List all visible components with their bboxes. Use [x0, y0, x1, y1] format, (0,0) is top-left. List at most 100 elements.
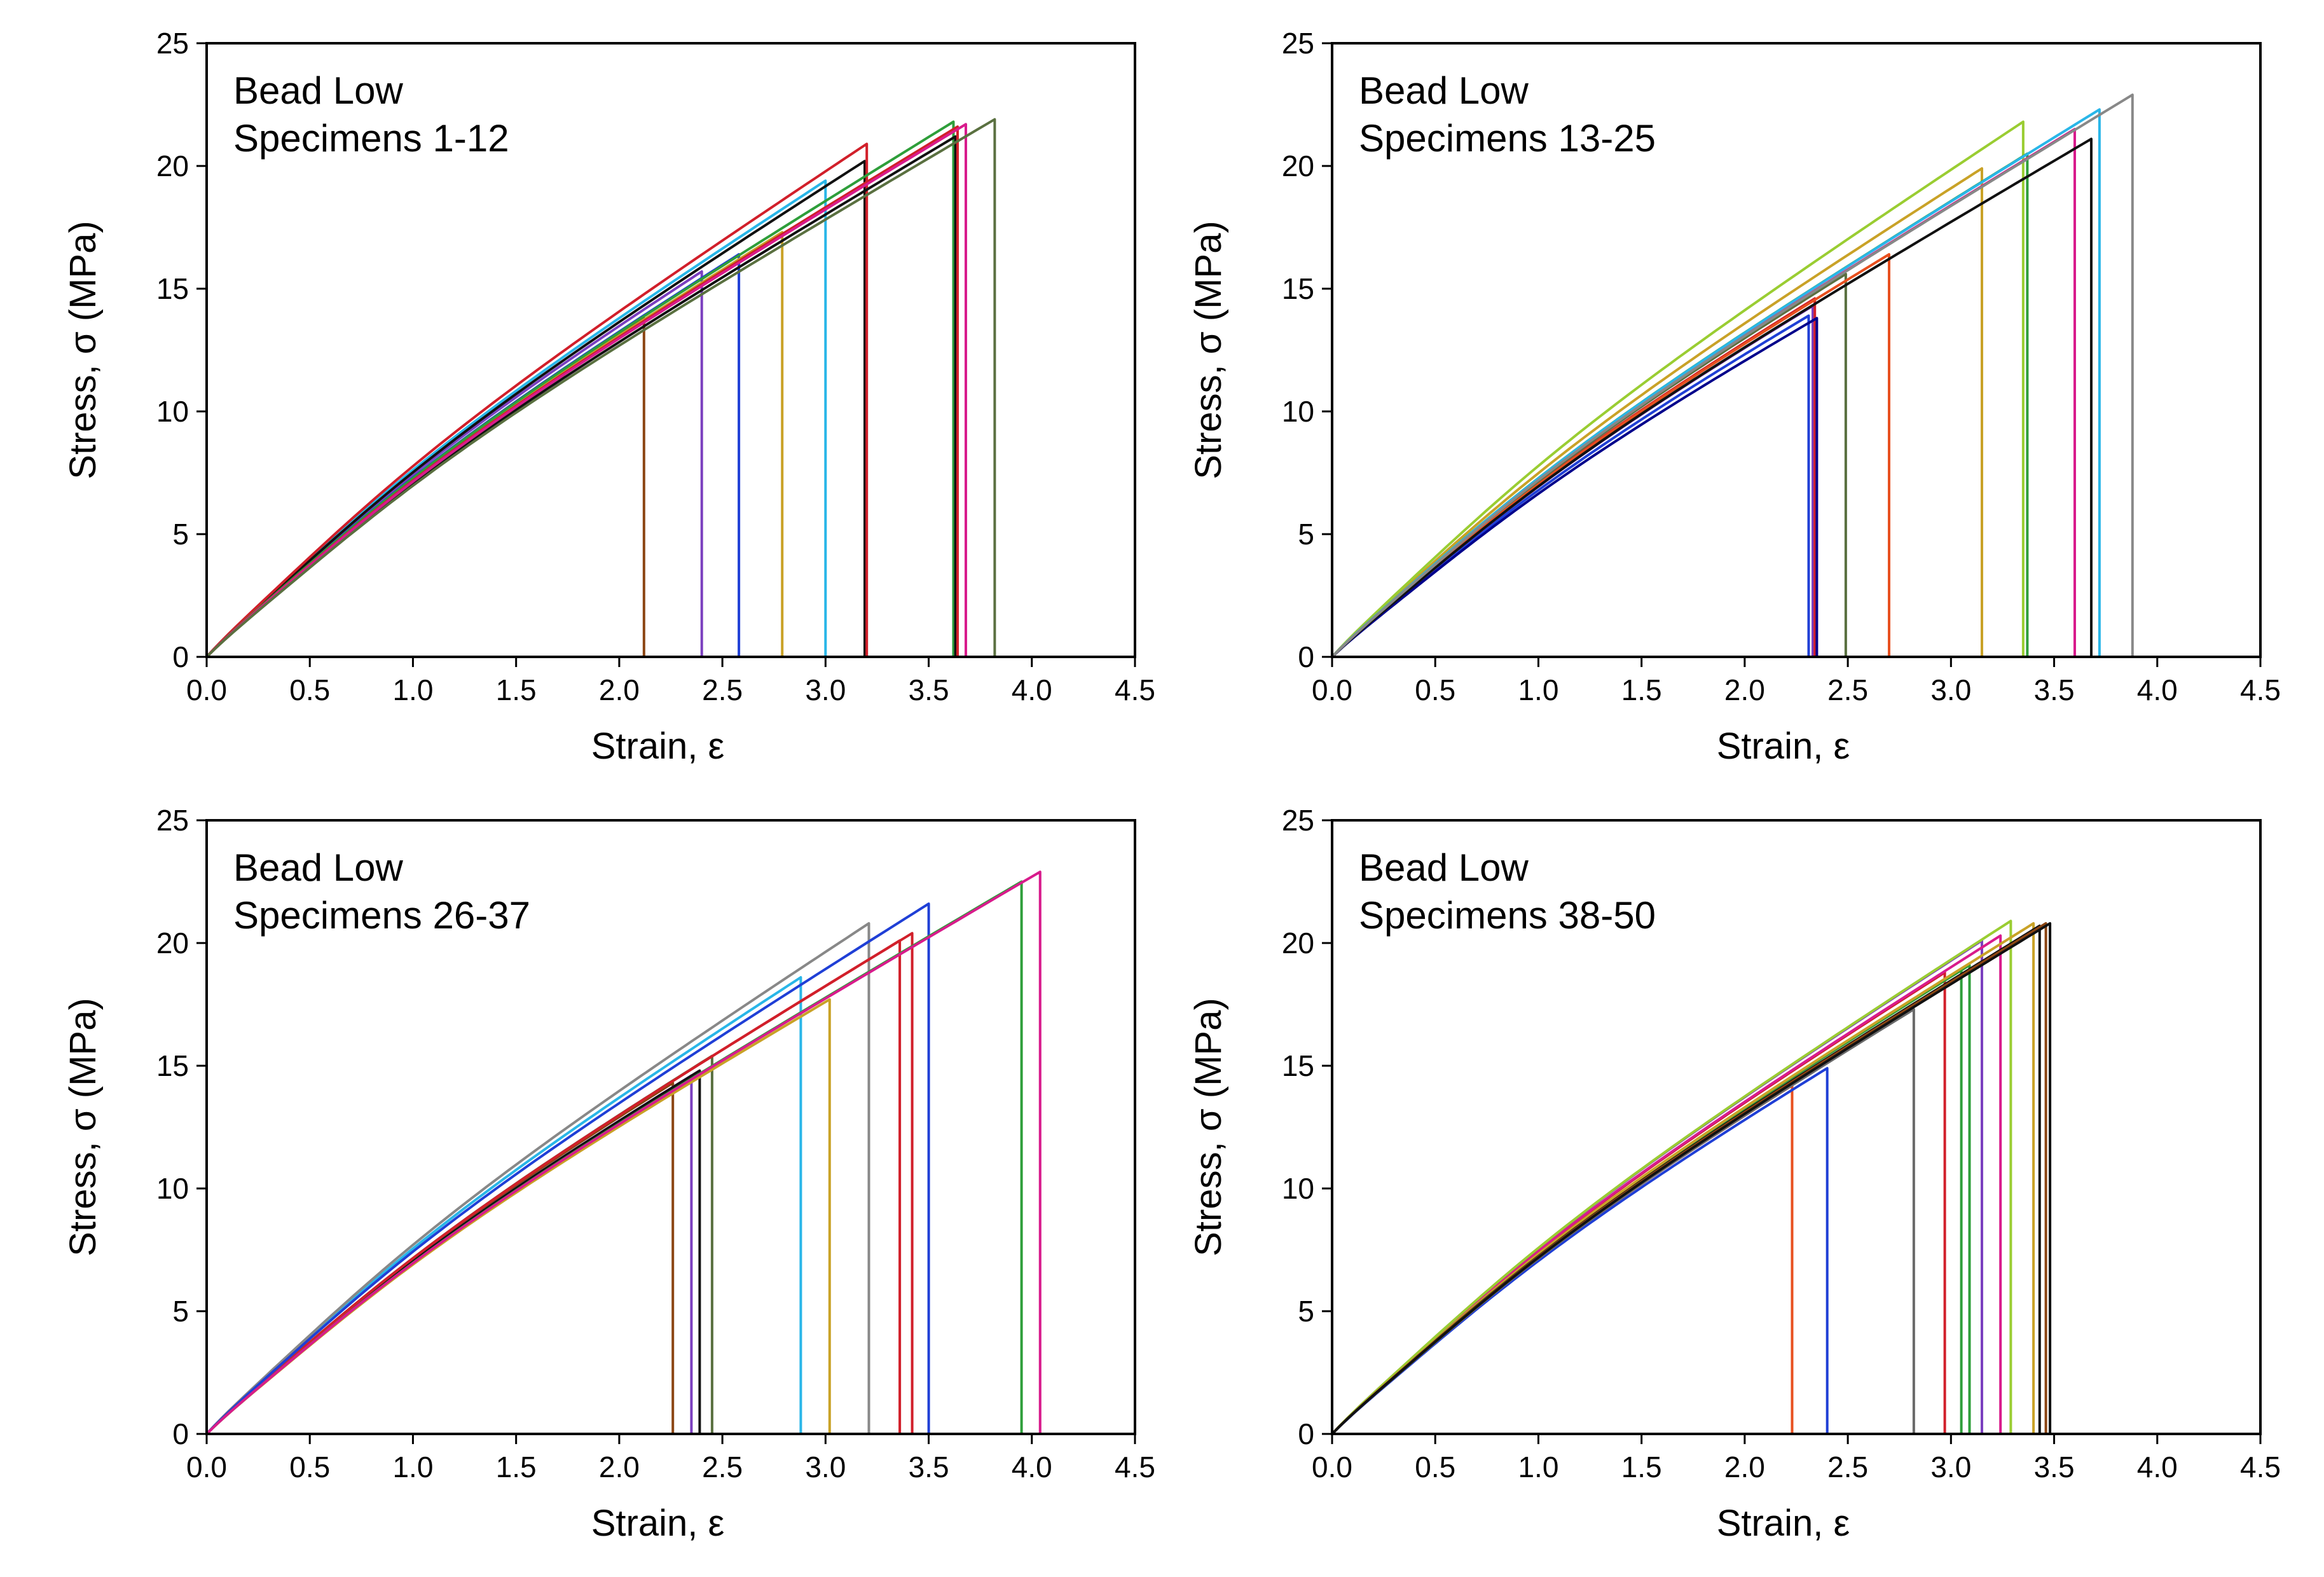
x-tick-label: 0.0 — [186, 673, 227, 706]
y-tick-label: 15 — [1282, 1049, 1314, 1082]
x-tick-label: 2.0 — [599, 673, 640, 706]
x-tick-label: 4.0 — [1012, 673, 1052, 706]
x-tick-label: 1.0 — [1518, 673, 1558, 706]
curve-specimen-24 — [1331, 108, 2101, 658]
x-tick-label: 2.0 — [599, 1450, 640, 1484]
curve-specimen-34 — [205, 932, 914, 1435]
y-tick-label: 20 — [156, 926, 189, 960]
x-tick-label: 3.5 — [2034, 1450, 2075, 1484]
panel-annotation-specimens: Specimens 26-37 — [233, 894, 530, 937]
curve-specimen-38 — [1331, 1084, 1794, 1435]
curve-specimen-23 — [1331, 137, 2093, 658]
x-tick-label: 3.5 — [909, 673, 949, 706]
curve-specimen-18 — [1331, 253, 1890, 658]
chart-panel-2: 0.0 0.5 1.0 1.5 2.0 2.5 3.0 3.5 4.0 4.5 0 5 10 15 20 25… — [1188, 27, 2281, 767]
y-tick-label: 10 — [156, 395, 189, 428]
curve-specimen-7 — [205, 142, 869, 658]
y-tick-label: 25 — [1282, 27, 1314, 60]
plot-frame — [1331, 819, 2262, 1435]
x-tick-label: 1.5 — [496, 1450, 537, 1484]
curve-specimen-28 — [205, 1069, 701, 1435]
panel-annotation-material: Bead Low — [233, 69, 404, 112]
curve-specimen-11 — [205, 123, 967, 658]
y-tick-label: 25 — [156, 804, 189, 837]
y-tick-label: 20 — [156, 149, 189, 182]
curve-specimen-48 — [1331, 925, 2041, 1435]
panel-annotation-material: Bead Low — [1359, 846, 1529, 889]
y-tick-label: 5 — [1298, 518, 1314, 551]
curve-specimen-20 — [1331, 120, 2025, 658]
y-tick-label: 0 — [172, 1417, 189, 1450]
curve-specimen-21 — [1331, 152, 2029, 658]
x-tick-label: 1.0 — [1518, 1450, 1558, 1484]
plot-frame — [205, 42, 1136, 658]
curve-specimen-35 — [205, 902, 930, 1435]
y-tick-label: 0 — [1298, 640, 1314, 673]
y-tick-label: 0 — [1298, 1417, 1314, 1450]
curve-specimen-46 — [1331, 919, 2012, 1435]
panel-annotation-material: Bead Low — [233, 846, 404, 889]
y-tick-label: 20 — [1282, 149, 1314, 182]
y-tick-label: 10 — [1282, 1172, 1314, 1205]
y-tick-label: 5 — [172, 1295, 189, 1328]
x-tick-label: 0.5 — [289, 1450, 330, 1484]
curve-specimen-39 — [1331, 1066, 1829, 1435]
x-tick-label: 1.0 — [392, 1450, 433, 1484]
y-tick-label: 0 — [172, 640, 189, 673]
x-tick-label: 2.5 — [702, 673, 743, 706]
x-axis-title: Strain, ε — [1717, 726, 1850, 767]
x-tick-label: 3.0 — [1930, 1450, 1971, 1484]
y-tick-label: 15 — [1282, 272, 1314, 305]
y-axis-title: Stress, σ (MPa) — [62, 998, 104, 1256]
curve-specimen-3 — [205, 253, 741, 658]
chart-panel-3: 0.0 0.5 1.0 1.5 2.0 2.5 3.0 3.5 4.0 4.5 0 5 10 15 20 25… — [62, 804, 1155, 1544]
x-tick-label: 1.5 — [496, 673, 537, 706]
x-tick-label: 0.5 — [1415, 1450, 1455, 1484]
chart-panel-4: 0.0 0.5 1.0 1.5 2.0 2.5 3.0 3.5 4.0 4.5 0 5 10 15 20 25… — [1188, 804, 2281, 1544]
panel-annotation-material: Bead Low — [1359, 69, 1529, 112]
y-axis-title: Stress, σ (MPa) — [1188, 998, 1229, 1256]
x-tick-label: 0.5 — [289, 673, 330, 706]
x-tick-label: 2.5 — [1827, 673, 1868, 706]
x-tick-label: 2.5 — [1827, 1450, 1868, 1484]
curve-specimen-15 — [1331, 297, 1817, 658]
x-axis-title: Strain, ε — [591, 726, 725, 767]
y-tick-label: 15 — [156, 272, 189, 305]
curve-specimen-10 — [205, 125, 959, 658]
x-tick-label: 1.5 — [1621, 1450, 1662, 1484]
x-axis-title: Strain, ε — [1717, 1503, 1850, 1544]
plot-frame — [205, 819, 1136, 1435]
x-tick-label: 2.0 — [1724, 1450, 1765, 1484]
y-tick-label: 25 — [156, 27, 189, 60]
plot-frame — [1331, 42, 2262, 658]
y-tick-label: 5 — [172, 518, 189, 551]
y-tick-label: 20 — [1282, 926, 1314, 960]
curve-specimen-32 — [205, 922, 870, 1435]
curve-specimen-45 — [1331, 934, 2002, 1435]
x-axis-title: Strain, ε — [591, 1503, 725, 1544]
curve-specimen-44 — [1331, 939, 1983, 1435]
curve-specimen-19 — [1331, 167, 1983, 658]
curve-specimen-16 — [1331, 317, 1819, 658]
y-tick-label: 15 — [156, 1049, 189, 1082]
y-axis-title: Stress, σ (MPa) — [62, 221, 104, 479]
x-tick-label: 0.0 — [1312, 1450, 1352, 1484]
curve-specimen-37 — [205, 871, 1042, 1435]
chart-panel-1: 0.0 0.5 1.0 1.5 2.0 2.5 3.0 3.5 4.0 4.5 0 5 10 15 20 25… — [62, 27, 1155, 767]
curve-specimen-31 — [205, 998, 831, 1435]
x-tick-label: 4.5 — [2240, 673, 2281, 706]
panel-annotation-specimens: Specimens 38-50 — [1359, 894, 1656, 937]
x-tick-label: 4.0 — [2137, 673, 2178, 706]
curve-specimen-6 — [205, 160, 866, 658]
curve-specimen-47 — [1331, 922, 2035, 1435]
curve-specimen-8 — [205, 120, 955, 658]
y-tick-label: 5 — [1298, 1295, 1314, 1328]
curve-specimen-12 — [205, 118, 996, 658]
curve-specimen-5 — [205, 179, 827, 658]
x-tick-label: 4.5 — [1115, 1450, 1155, 1484]
x-tick-label: 4.0 — [1012, 1450, 1052, 1484]
x-tick-label: 0.0 — [1312, 673, 1352, 706]
curve-specimen-9 — [205, 135, 957, 658]
panel-annotation-specimens: Specimens 1-12 — [233, 117, 509, 160]
